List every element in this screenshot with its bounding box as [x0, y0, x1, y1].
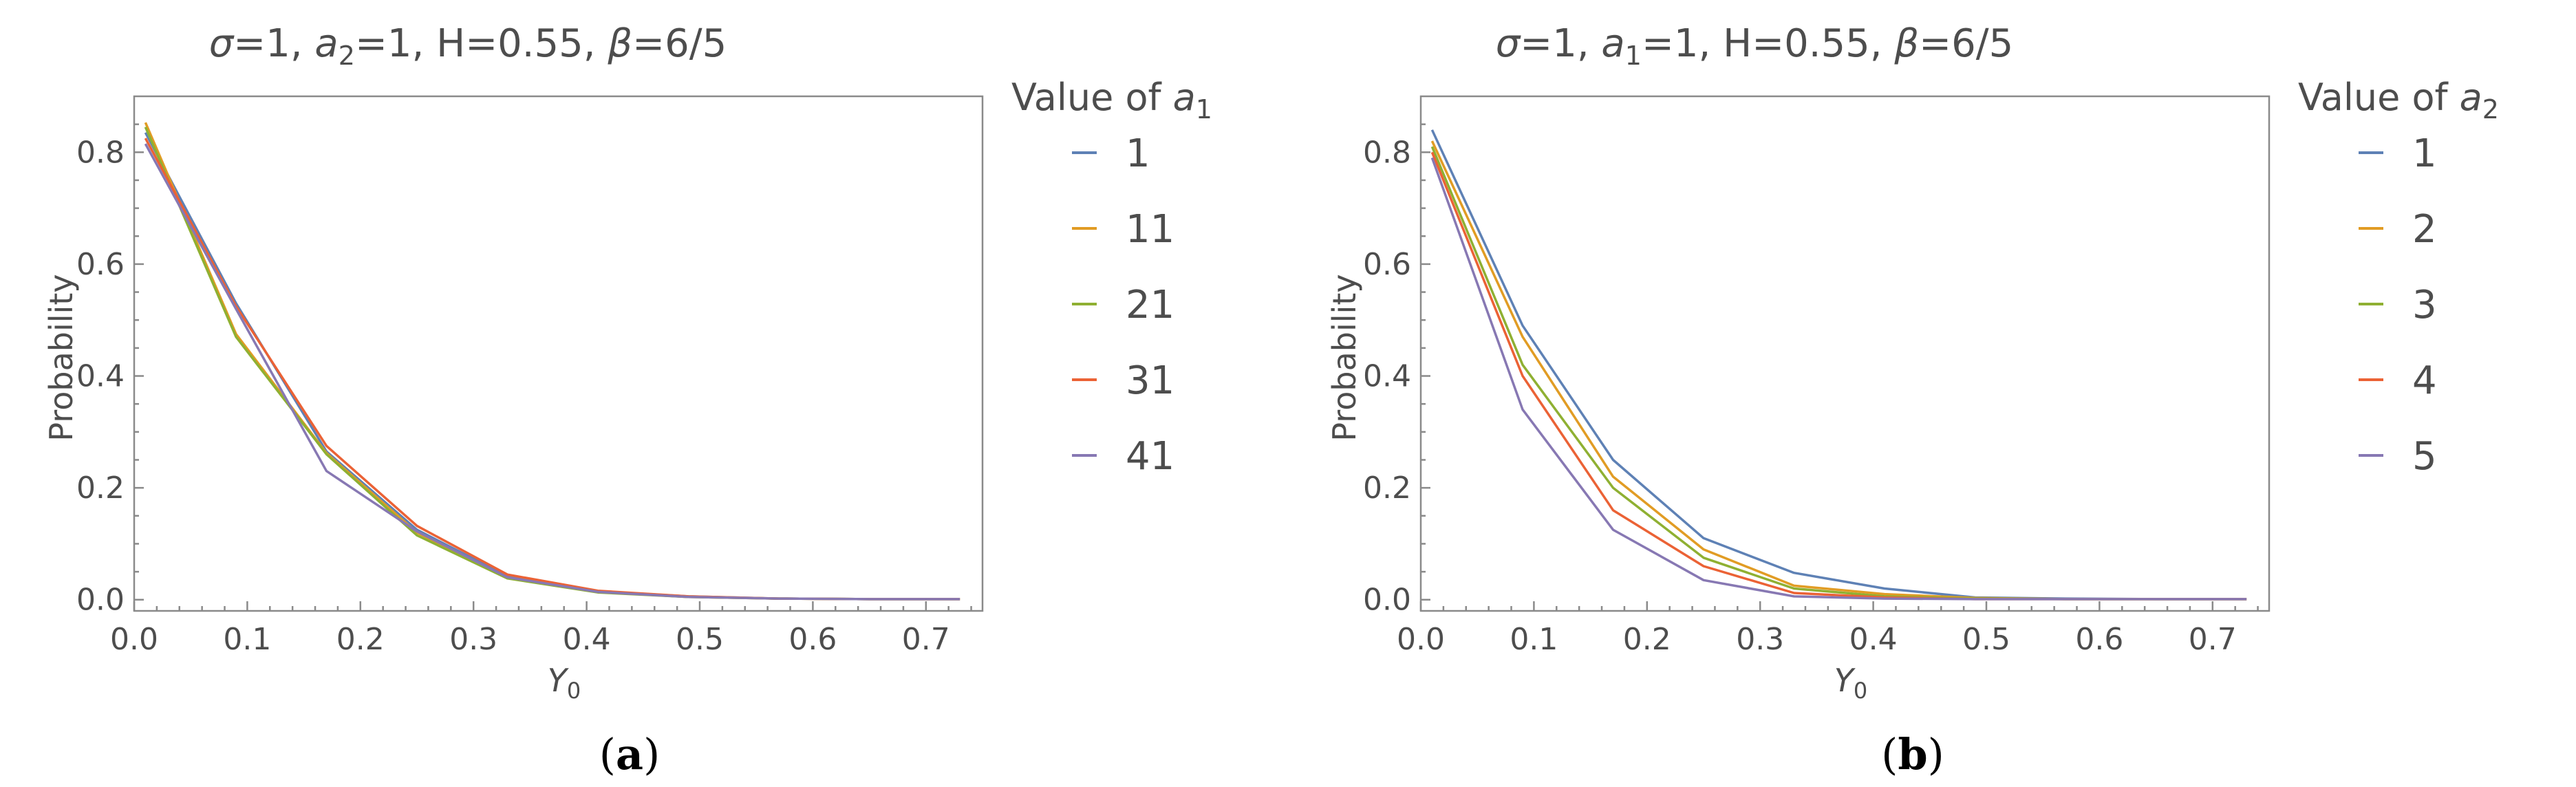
x-tick-label: 0.1 — [223, 622, 271, 657]
y-tick-label: 0.8 — [1363, 135, 1411, 170]
legend-label-11: 11 — [1126, 207, 1174, 252]
x-tick-label: 0.6 — [2075, 622, 2123, 657]
plot-frame-a — [133, 95, 984, 612]
x-tick-label: 0.3 — [1736, 622, 1784, 657]
y-tick-label: 0.0 — [1363, 583, 1411, 618]
x-tick-label: 0.5 — [676, 622, 724, 657]
x-tick-label: 0.4 — [563, 622, 611, 657]
x-tick-label: 0.6 — [788, 622, 837, 657]
legend-title-b: Value of a2 — [2298, 76, 2499, 125]
legend-label-41: 41 — [1126, 434, 1174, 479]
x-tick-label: 0.5 — [1962, 622, 2010, 657]
series-line-31 — [144, 138, 960, 601]
chart-title-b: σ=1, a1=1, H=0.55, β=6/5 — [1496, 21, 2013, 71]
y-tick-label: 0.4 — [1363, 359, 1411, 394]
series-line-1 — [1430, 129, 2247, 601]
y-axis-label-b: Probability — [1326, 274, 1363, 441]
series-line-2 — [1430, 140, 2247, 601]
plot-frame-b — [1419, 95, 2271, 612]
x-axis-label-a: Y0 — [548, 662, 581, 704]
x-tick-label: 0.4 — [1849, 622, 1898, 657]
caption-a: (a) — [599, 729, 661, 779]
legend-label-5: 5 — [2412, 434, 2437, 479]
y-tick-label: 0.8 — [76, 135, 125, 170]
legend-label-1: 1 — [2412, 131, 2437, 176]
y-axis-label-a: Probability — [43, 274, 80, 441]
x-tick-label: 0.1 — [1510, 622, 1558, 657]
legend-label-3: 3 — [2412, 283, 2437, 327]
legend-label-21: 21 — [1126, 283, 1174, 327]
plot-area-b: 0.0 0.1 0.2 0.3 0.4 0.5 0.6 0.7 0.0 0.2 0.4 0.6 0.8 — [1363, 95, 2271, 657]
series-line-4 — [1430, 151, 2247, 601]
panel-b: σ=1, a1=1, H=0.55, β=6/5 0.0 0.1 0.2 0.3 0.4… — [1326, 21, 2499, 779]
plot-area-a: 0.0 0.1 0.2 0.3 0.4 0.5 0.6 0.7 0.0 0.2 0.4 0.6 0.8 — [76, 95, 984, 657]
x-tick-label: 0.0 — [110, 622, 158, 657]
legend-label-1: 1 — [1126, 131, 1150, 176]
x-tick-label: 0.2 — [1623, 622, 1671, 657]
x-tick-label: 0.3 — [449, 622, 497, 657]
legend-title-a: Value of a1 — [1011, 76, 1212, 125]
caption-b: (b) — [1881, 729, 1944, 779]
x-tick-label: 0.7 — [2189, 622, 2237, 657]
legend-b: 1 2 3 4 5 — [2359, 131, 2437, 479]
series-line-11 — [144, 122, 960, 601]
legend-label-2: 2 — [2412, 207, 2437, 252]
panel-a: σ=1, a2=1, H=0.55, β=6/5 0.0 0.1 0.2 0.3 0.4… — [43, 21, 1212, 779]
y-tick-label: 0.0 — [76, 583, 125, 618]
x-axis-label-b: Y0 — [1834, 662, 1867, 704]
legend-label-4: 4 — [2412, 358, 2437, 403]
y-tick-label: 0.6 — [1363, 247, 1411, 282]
y-tick-label: 0.4 — [76, 359, 125, 394]
series-line-5 — [1430, 157, 2247, 601]
y-tick-label: 0.2 — [1363, 471, 1411, 506]
x-tick-label: 0.2 — [336, 622, 385, 657]
y-tick-label: 0.2 — [76, 471, 125, 506]
series-line-41 — [144, 143, 960, 601]
x-tick-label: 0.7 — [902, 622, 950, 657]
x-tick-label: 0.0 — [1397, 622, 1445, 657]
legend-label-31: 31 — [1126, 358, 1174, 403]
y-tick-label: 0.6 — [76, 247, 125, 282]
chart-title-a: σ=1, a2=1, H=0.55, β=6/5 — [209, 21, 727, 71]
